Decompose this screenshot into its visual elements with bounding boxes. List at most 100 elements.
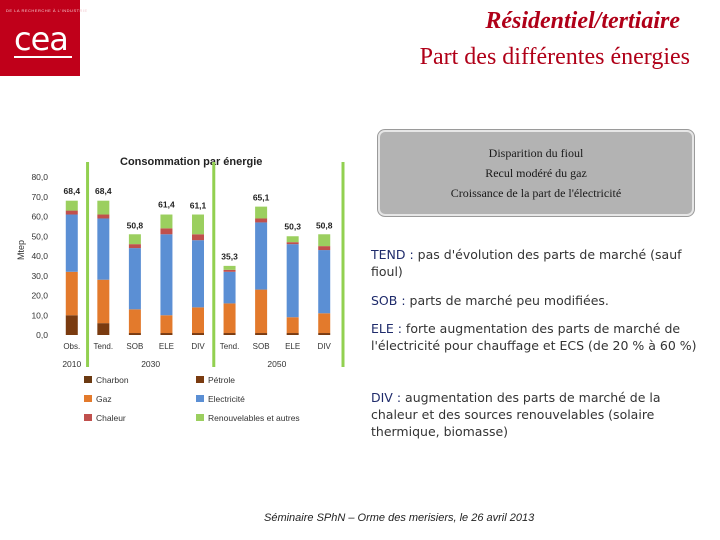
bar-segment	[318, 250, 331, 314]
year-group-label: 2050	[267, 359, 286, 369]
y-tick-label: 20,0	[31, 291, 48, 301]
logo-underline	[14, 56, 72, 58]
bar-segment	[160, 214, 173, 229]
legend-label: Gaz	[96, 394, 112, 404]
legend-swatch	[196, 376, 204, 383]
legend-label: Chaleur	[96, 413, 126, 423]
callout-line: Recul modéré du gaz	[485, 166, 587, 180]
footer-text: Séminaire SPhN – Orme des merisiers, le …	[264, 512, 535, 524]
bar-segment	[286, 242, 299, 245]
total-label: 35,3	[221, 251, 238, 261]
bar-segment	[192, 214, 204, 235]
total-label: 50,8	[316, 221, 333, 231]
total-label: 50,3	[284, 222, 301, 232]
bar-segment	[97, 218, 110, 280]
logo-tagline: DE LA RECHERCHE À L'INDUSTRIE	[6, 8, 88, 13]
category-label: DIV	[318, 342, 332, 351]
bar-segment	[97, 214, 110, 219]
y-tick-label: 80,0	[31, 172, 48, 182]
category-label: DIV	[191, 342, 205, 351]
bar-segment	[286, 317, 299, 334]
bar-segment	[223, 333, 236, 335]
bar-segment	[160, 228, 173, 235]
bar-segment	[65, 214, 78, 272]
legend-label: Renouvelables et autres	[208, 413, 300, 423]
category-label: Tend.	[220, 342, 240, 351]
year-group-label: 2010	[62, 359, 81, 369]
bar-segment	[255, 289, 268, 334]
legend-swatch	[84, 376, 92, 383]
scenario-key: DIV :	[371, 390, 402, 405]
scenario-key: TEND :	[371, 247, 414, 262]
callout-line: Disparition du fioul	[488, 146, 584, 160]
bar-segment	[128, 309, 141, 334]
slide-subtitle: Part des différentes énergies	[419, 44, 690, 70]
bar-segment	[128, 248, 141, 310]
chart-title: Consommation par énergie	[120, 156, 262, 168]
category-label: Tend.	[94, 342, 114, 351]
bar-segment	[97, 323, 110, 335]
bar-segment	[223, 265, 236, 270]
y-tick-label: 70,0	[31, 192, 48, 202]
scenario-key: ELE :	[371, 321, 402, 336]
bar-segment	[192, 307, 204, 334]
category-label: SOB	[253, 342, 270, 351]
total-label: 50,8	[127, 221, 144, 231]
bar-segment	[318, 333, 331, 335]
slide-header: DE LA RECHERCHE À L'INDUSTRIE cea Réside…	[0, 0, 720, 76]
bar-segment	[318, 234, 331, 247]
bar-segment	[192, 240, 204, 308]
bar-segment	[255, 218, 268, 223]
legend-swatch	[196, 414, 204, 421]
total-label: 65,1	[253, 192, 270, 202]
bar-segment	[65, 200, 78, 211]
bar-segment	[318, 313, 331, 334]
legend-label: Electricité	[208, 394, 245, 404]
bar-segment	[255, 222, 268, 290]
scenario-ele: ELE : forte augmentation des parts de ma…	[371, 320, 701, 354]
bar-segment	[97, 200, 110, 215]
category-label: ELE	[285, 342, 300, 351]
y-tick-label: 60,0	[31, 212, 48, 222]
scenario-text: forte augmentation des parts de marché d…	[371, 321, 697, 353]
bar-segment	[192, 234, 204, 241]
category-label: Obs.	[63, 342, 80, 351]
bar-segment	[97, 279, 110, 324]
callout-line: Croissance de la part de l'électricité	[450, 186, 622, 200]
scenario-text: augmentation des parts de marché de la c…	[371, 390, 661, 439]
bar-segment	[255, 333, 268, 335]
y-tick-label: 0,0	[36, 330, 48, 340]
y-tick-label: 30,0	[31, 271, 48, 281]
total-label: 68,4	[95, 186, 112, 196]
bar-segment	[128, 333, 141, 335]
y-tick-label: 40,0	[31, 251, 48, 261]
bar-segment	[286, 333, 299, 335]
bar-segment	[192, 333, 204, 335]
legend-swatch	[196, 395, 204, 402]
bar-segment	[255, 206, 268, 219]
bar-segment	[160, 315, 173, 334]
scenario-tend: TEND : pas d'évolution des parts de marc…	[371, 246, 701, 280]
legend-swatch	[84, 395, 92, 402]
bar-segment	[128, 234, 141, 245]
year-group-label: 2030	[141, 359, 160, 369]
key-points-callout: Disparition du fioul Recul modéré du gaz…	[378, 130, 694, 216]
bar-segment	[160, 333, 173, 335]
legend-label: Pétrole	[208, 375, 235, 385]
bar-segment	[223, 271, 236, 304]
cea-logo: DE LA RECHERCHE À L'INDUSTRIE cea	[0, 0, 87, 76]
total-label: 61,4	[158, 200, 175, 210]
slide-title: Résidentiel/tertiaire	[485, 8, 680, 34]
scenario-text: parts de marché peu modifiées.	[405, 293, 609, 308]
category-label: SOB	[126, 342, 143, 351]
legend-swatch	[84, 414, 92, 421]
scenario-key: SOB :	[371, 293, 406, 308]
category-label: ELE	[159, 342, 174, 351]
bar-segment	[286, 244, 299, 318]
bar-segment	[65, 315, 78, 335]
scenario-sob: SOB : parts de marché peu modifiées.	[371, 292, 701, 309]
y-tick-label: 50,0	[31, 231, 48, 241]
bar-segment	[65, 210, 78, 215]
bar-segment	[223, 269, 236, 272]
total-label: 61,1	[190, 200, 207, 210]
